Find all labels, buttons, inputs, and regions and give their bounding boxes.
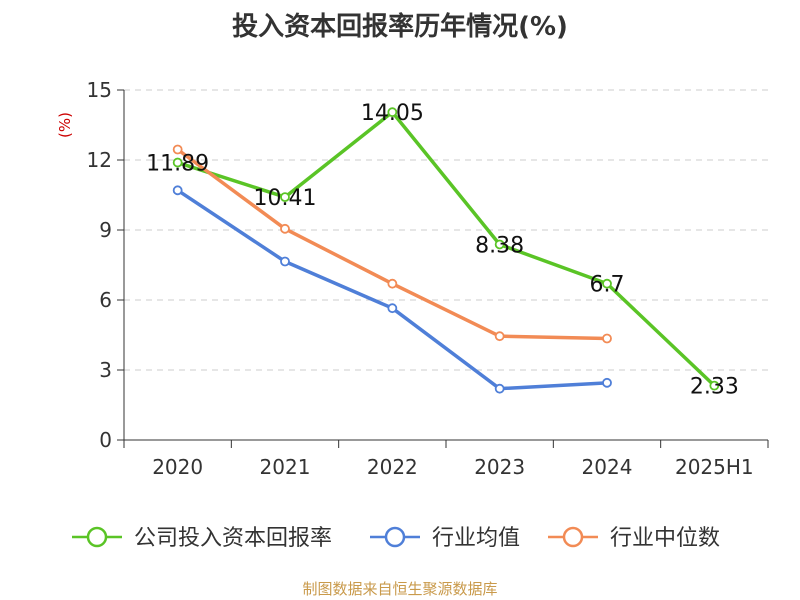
- y-tick-label: 6: [99, 288, 112, 312]
- y-tick-label: 9: [99, 218, 112, 242]
- y-tick-label: 15: [87, 78, 112, 102]
- x-tick-label: 2023: [474, 455, 525, 479]
- data-point: [280, 192, 290, 203]
- legend-label: 行业中位数: [610, 526, 720, 551]
- y-tick-label: 12: [87, 148, 112, 172]
- data-point: [172, 157, 183, 168]
- data-label: 14.05: [361, 101, 424, 126]
- x-tick-label: 2020: [152, 455, 203, 479]
- data-point: [387, 278, 398, 289]
- legend-label: 公司投入资本回报率: [134, 526, 332, 551]
- data-point: [494, 383, 505, 394]
- data-point: [387, 107, 398, 118]
- series-line: [176, 188, 608, 391]
- data-point: [172, 144, 183, 155]
- x-tick-label: 2021: [260, 455, 311, 479]
- data-label: 2.33: [690, 375, 739, 400]
- data-point: [602, 278, 612, 289]
- data-point: [602, 333, 612, 344]
- data-point: [280, 256, 290, 267]
- data-point: [387, 303, 398, 314]
- y-unit-label: (%): [56, 112, 74, 138]
- data-point: [602, 377, 612, 388]
- series-line: [177, 110, 716, 387]
- y-tick-label: 0: [99, 428, 112, 452]
- legend-label: 行业均值: [432, 526, 520, 551]
- x-tick-label: 2022: [367, 455, 418, 479]
- data-label: 11.89: [146, 152, 209, 177]
- data-point: [280, 223, 290, 234]
- y-tick-label: 3: [99, 358, 112, 382]
- data-label: 6.7: [590, 273, 625, 298]
- data-label: 10.41: [254, 186, 317, 211]
- x-tick-label: 2024: [582, 455, 633, 479]
- legend-marker: [562, 526, 584, 548]
- data-point: [494, 331, 505, 342]
- x-tick-label: 2025H1: [675, 455, 754, 479]
- source-footer: 制图数据来自恒生聚源数据库: [302, 580, 498, 598]
- legend-marker: [384, 526, 406, 548]
- data-point: [494, 239, 505, 250]
- legend-marker: [86, 526, 108, 548]
- data-point: [172, 185, 183, 196]
- data-label: 8.38: [475, 233, 524, 258]
- data-point: [709, 380, 720, 391]
- chart-title: 投入资本回报率历年情况(%): [232, 12, 568, 42]
